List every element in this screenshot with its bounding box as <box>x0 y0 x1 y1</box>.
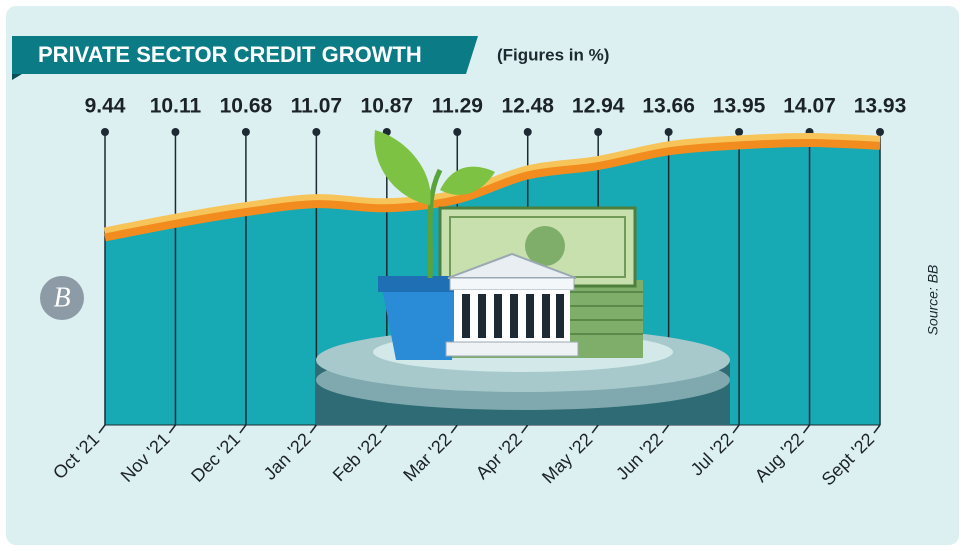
leader-dot <box>594 128 603 136</box>
value-label: 10.11 <box>150 95 202 118</box>
pot-rim <box>378 276 462 292</box>
line <box>104 138 881 242</box>
x-tick-line <box>521 424 529 434</box>
x-tick-line <box>168 424 177 434</box>
logo-circle <box>40 276 84 320</box>
title-tab <box>12 74 22 80</box>
value-label: 10.68 <box>220 95 273 118</box>
leader-dot <box>664 128 673 136</box>
leader-dot <box>312 128 321 136</box>
bank-beam <box>449 277 575 291</box>
x-tick-line <box>732 424 740 434</box>
value-label: 13.93 <box>854 95 907 118</box>
x-tick-line <box>98 424 106 434</box>
plant-stem <box>427 168 443 279</box>
chart-subtitle: (Figures in %) <box>497 45 609 64</box>
value-label: 10.87 <box>361 95 414 118</box>
x-tick-line <box>873 424 881 434</box>
leaf <box>440 166 495 195</box>
value-label: 12.48 <box>501 95 554 118</box>
x-tick-line <box>662 424 670 434</box>
leader-dot <box>735 128 744 136</box>
x-tick-line <box>380 424 388 434</box>
leader-dot <box>101 128 109 136</box>
value-label: 13.95 <box>713 95 766 118</box>
leader-dot <box>523 128 532 136</box>
bank-steps <box>445 341 579 357</box>
leader-dot <box>171 128 180 136</box>
logo: B <box>53 282 70 313</box>
value-label: 12.94 <box>572 95 625 118</box>
x-tick-line <box>450 424 458 434</box>
source: Source: BB <box>925 265 941 336</box>
leader-dot <box>876 128 884 136</box>
banknote-seal <box>525 226 565 266</box>
chart-title: PRIVATE SECTOR CREDIT GROWTH <box>38 42 422 67</box>
leader-dot <box>453 128 462 136</box>
leaf <box>374 130 431 205</box>
value-label: 9.44 <box>85 95 126 118</box>
leader-dot <box>241 128 250 136</box>
x-tick-line <box>802 424 811 434</box>
value-label: 13.66 <box>642 95 695 118</box>
x-tick-line <box>239 424 247 434</box>
x-tick-line <box>591 424 599 434</box>
bank-columns <box>462 294 564 338</box>
illustration <box>316 130 730 425</box>
value-label: 11.29 <box>432 95 483 118</box>
title-box <box>12 36 478 74</box>
value-label: 14.07 <box>783 95 836 118</box>
pot <box>380 278 458 360</box>
x-tick-line <box>309 424 317 434</box>
value-label: 11.07 <box>291 95 342 118</box>
